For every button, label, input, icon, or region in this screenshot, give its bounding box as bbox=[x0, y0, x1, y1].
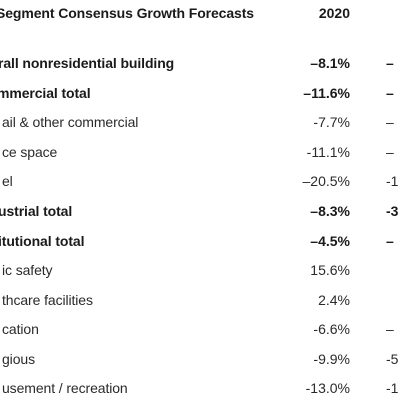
table-row: cation -6.6% – bbox=[0, 315, 400, 344]
table-row: rall nonresidential building –8.1% – bbox=[0, 49, 400, 78]
row-label: ail & other commercial bbox=[2, 114, 139, 130]
table-row: ce space -11.1% – bbox=[0, 138, 400, 167]
row-value-next: -1 bbox=[386, 380, 399, 396]
row-label: gious bbox=[2, 351, 35, 367]
row-label: rall nonresidential building bbox=[0, 55, 175, 71]
table-title: Segment Consensus Growth Forecasts bbox=[0, 5, 254, 21]
row-value-next: – bbox=[386, 233, 394, 249]
row-label: usement / recreation bbox=[2, 380, 128, 396]
row-value-2020: –4.5% bbox=[310, 233, 350, 249]
row-value-2020: -7.7% bbox=[313, 114, 350, 130]
row-value-2020: –20.5% bbox=[302, 173, 350, 189]
row-label: cation bbox=[2, 321, 39, 337]
table-header: Segment Consensus Growth Forecasts 2020 bbox=[0, 0, 400, 30]
row-value-next: – bbox=[386, 144, 394, 160]
row-label: el bbox=[2, 173, 13, 189]
row-value-2020: -6.6% bbox=[313, 321, 350, 337]
row-value-next: – bbox=[386, 321, 394, 337]
row-value-2020: -13.0% bbox=[305, 380, 350, 396]
row-value-2020: –11.6% bbox=[303, 85, 350, 101]
table-row: ic safety 15.6% bbox=[0, 256, 400, 285]
row-value-next: – bbox=[386, 55, 394, 71]
row-label: ic safety bbox=[2, 262, 53, 278]
table-row: gious -9.9% -5 bbox=[0, 345, 400, 374]
year-column-header: 2020 bbox=[318, 5, 350, 21]
table-row: el –20.5% -1 bbox=[0, 167, 400, 196]
table-row: thcare facilities 2.4% bbox=[0, 286, 400, 315]
row-label: ustrial total bbox=[0, 203, 73, 219]
table-row: mmercial total –11.6% – bbox=[0, 79, 400, 108]
row-label: thcare facilities bbox=[2, 292, 93, 308]
row-label: mmercial total bbox=[0, 85, 91, 101]
table-row: itutional total –4.5% – bbox=[0, 227, 400, 256]
row-value-next: -3 bbox=[386, 203, 399, 219]
row-label: ce space bbox=[2, 144, 58, 160]
row-value-next: – bbox=[386, 114, 394, 130]
row-value-next: – bbox=[386, 85, 394, 101]
row-label: itutional total bbox=[0, 233, 85, 249]
table-row: usement / recreation -13.0% -1 bbox=[0, 374, 400, 400]
row-value-next: -5 bbox=[386, 351, 399, 367]
row-value-next: -1 bbox=[386, 173, 399, 189]
row-value-2020: 2.4% bbox=[318, 292, 350, 308]
row-value-2020: -11.1% bbox=[306, 144, 350, 160]
row-value-2020: -9.9% bbox=[313, 351, 350, 367]
row-value-2020: 15.6% bbox=[310, 262, 350, 278]
table-row: ail & other commercial -7.7% – bbox=[0, 108, 400, 137]
table-row: ustrial total –8.3% -3 bbox=[0, 197, 400, 226]
row-value-2020: –8.3% bbox=[310, 203, 350, 219]
row-value-2020: –8.1% bbox=[310, 55, 350, 71]
